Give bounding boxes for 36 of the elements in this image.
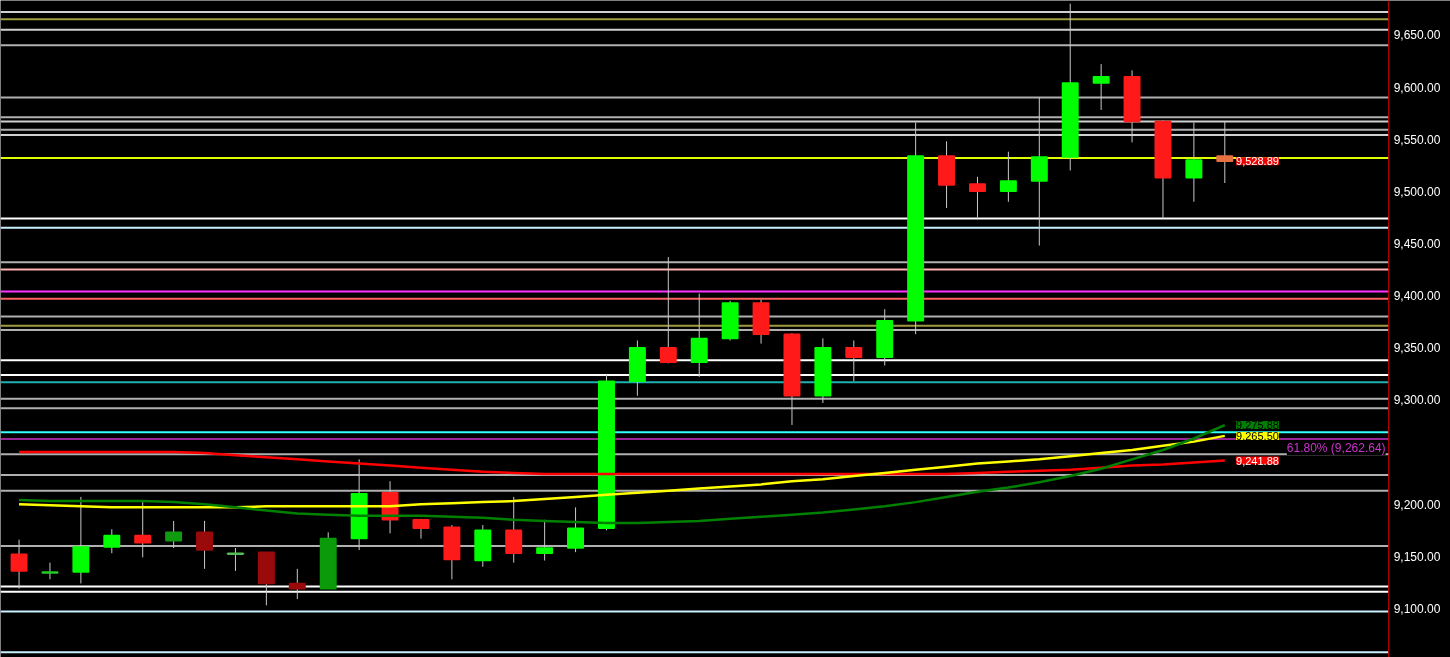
data-label: 9,241.88: [1236, 454, 1279, 467]
y-tick-label: 9,500.00: [1393, 184, 1441, 199]
y-tick-label: 9,650.00: [1393, 28, 1441, 43]
line-series: [17, 423, 1227, 525]
candlestick: [226, 547, 244, 572]
y-tick-label: 9,350.00: [1393, 341, 1441, 356]
candlestick: [10, 539, 28, 590]
candlestick: [103, 528, 121, 554]
candlestick: [659, 256, 677, 364]
text: 9,528.89: [1236, 155, 1279, 168]
candlestick: [505, 496, 523, 564]
ref-line-label: 61.80% (9,262.64): [1286, 440, 1386, 455]
candlestick: [288, 568, 306, 600]
candlestick: [1092, 63, 1110, 111]
candlestick: [567, 506, 585, 553]
candlestick: [165, 520, 183, 549]
candlestick: [536, 519, 554, 562]
y-tick-label: 9,200.00: [1393, 497, 1441, 512]
line-series: [17, 450, 1227, 476]
line-series: [17, 434, 1227, 509]
candlestick: [41, 562, 59, 580]
y-tick-label: 9,300.00: [1393, 393, 1441, 408]
candlestick: [968, 176, 986, 218]
y-tick-label: 9,150.00: [1393, 549, 1441, 564]
candlestick: [196, 520, 214, 570]
candlestick: [845, 339, 863, 382]
y-tick-label: 9,400.00: [1393, 289, 1441, 304]
y-tick-label: 9,600.00: [1393, 80, 1441, 95]
y-tick-label: 9,550.00: [1393, 132, 1441, 147]
candlestick: [999, 151, 1017, 203]
y-tick-label: 9,450.00: [1393, 236, 1441, 251]
data-label: 9,265.50: [1236, 429, 1279, 442]
candlestick: [134, 499, 152, 558]
candlestick: [690, 293, 708, 378]
data-label: 9,275.88: [1236, 419, 1279, 432]
y-tick-label: 9,100.00: [1393, 601, 1441, 616]
